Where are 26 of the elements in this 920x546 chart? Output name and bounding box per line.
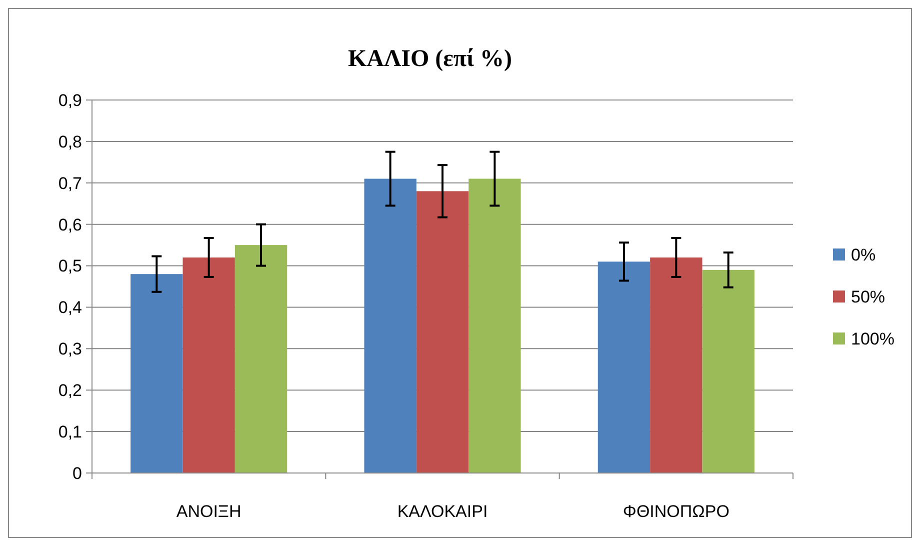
bar <box>650 257 702 473</box>
y-tick-label: 0,8 <box>58 132 82 152</box>
y-tick-label: 0,2 <box>58 381 82 400</box>
bar <box>468 178 521 473</box>
y-tick-label: 0,6 <box>58 215 82 234</box>
y-tick-label: 0,5 <box>58 256 82 276</box>
bar <box>130 274 183 473</box>
legend-label: 100% <box>851 329 894 348</box>
legend-label: 50% <box>851 287 886 306</box>
bar <box>182 257 235 473</box>
x-tick-label: ΚΑΛΟΚΑΙΡΙ <box>397 502 488 521</box>
y-tick-label: 0,7 <box>58 174 82 193</box>
legend-label: 0% <box>851 245 876 264</box>
y-tick-label: 0,9 <box>58 90 82 110</box>
bar <box>702 270 754 473</box>
bar <box>364 178 416 473</box>
bar <box>416 191 469 473</box>
y-tick-label: 0,3 <box>58 340 82 359</box>
y-tick-label: 0,4 <box>58 298 82 318</box>
y-tick-label: 0,1 <box>58 422 82 442</box>
x-tick-label: ΦΘΙΝΟΠΩΡΟ <box>622 502 730 521</box>
bar <box>234 245 288 473</box>
y-tick-label: 0 <box>72 464 82 483</box>
chart-title: ΚΑΛΙΟ (επί %) <box>348 46 512 72</box>
bar <box>598 262 650 473</box>
x-tick-label: ΑΝΟΙΞΗ <box>176 502 242 521</box>
